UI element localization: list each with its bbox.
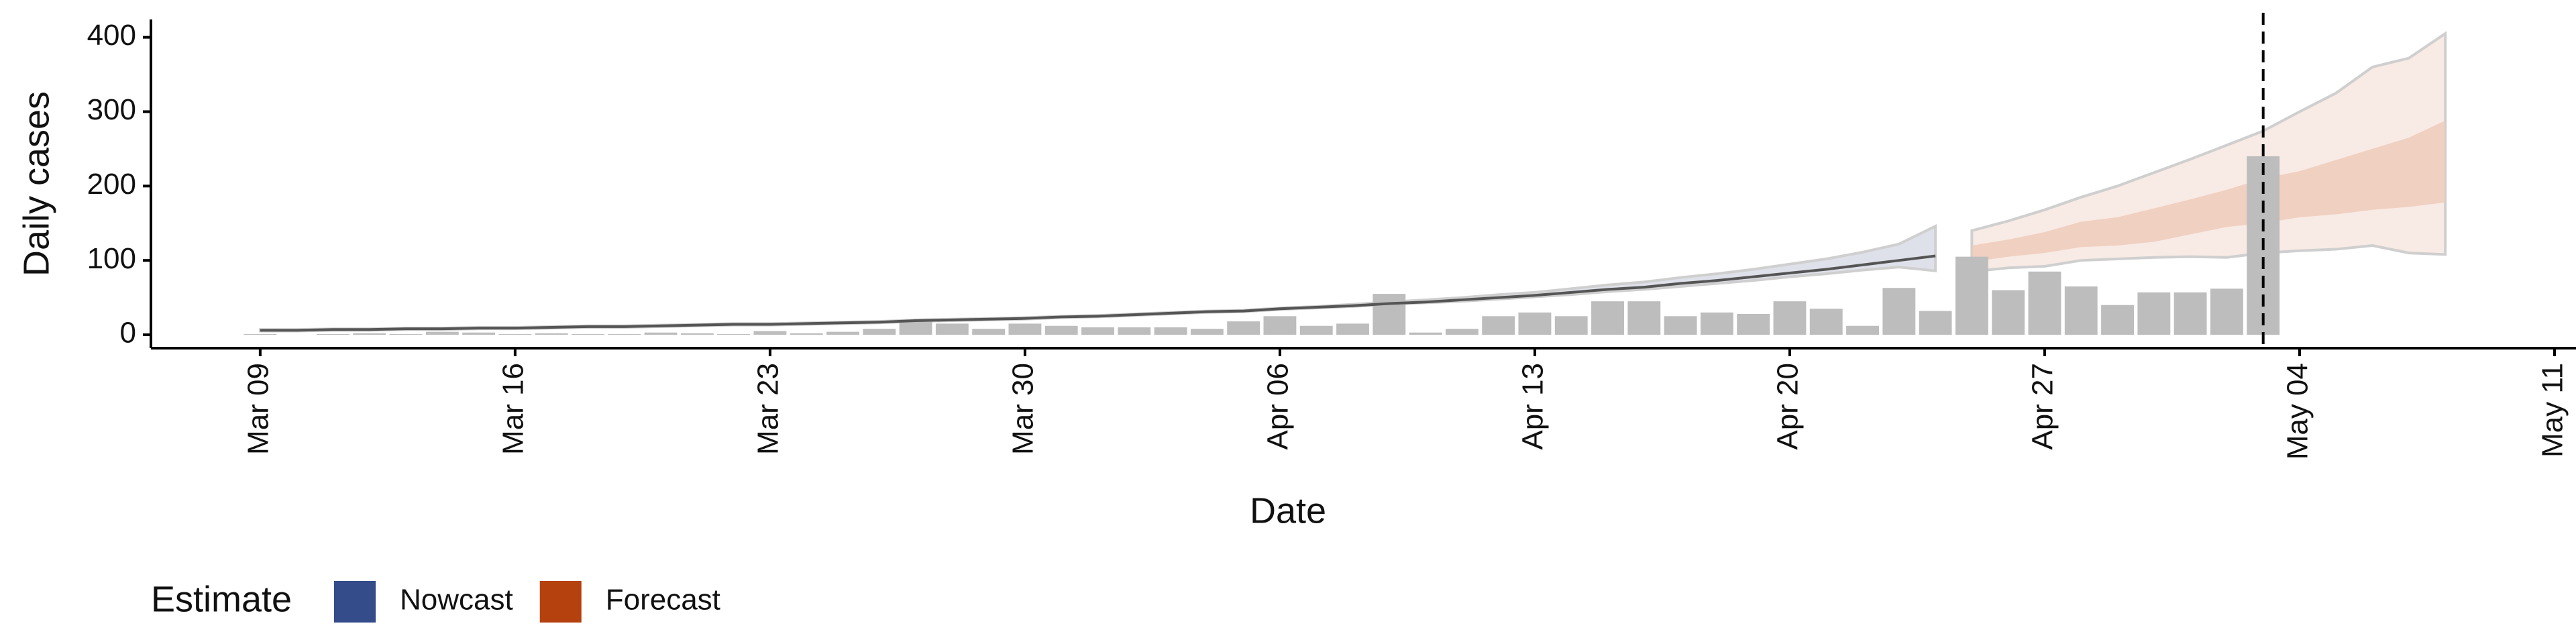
y-tick-label: 100: [87, 242, 136, 275]
bar: [1919, 311, 1952, 335]
bar: [608, 333, 641, 335]
bar: [1409, 332, 1442, 335]
bar: [717, 333, 751, 335]
bar: [972, 329, 1006, 335]
x-tick-label: Mar 23: [752, 363, 785, 455]
bar: [826, 331, 859, 335]
bar: [1482, 316, 1515, 335]
bar: [2174, 292, 2207, 335]
bar: [535, 333, 568, 335]
bar: [2064, 286, 2098, 335]
bar: [1554, 316, 1588, 335]
bar: [1664, 316, 1697, 335]
bar: [572, 333, 604, 335]
x-tick-label: May 11: [2536, 363, 2569, 458]
bar: [1809, 309, 1843, 335]
x-tick-label: May 04: [2282, 363, 2314, 460]
legend-swatch: [334, 581, 376, 623]
x-tick-label: Mar 16: [497, 363, 530, 455]
x-tick-label: Apr 27: [2027, 363, 2059, 450]
y-tick-label: 0: [120, 317, 136, 350]
bar: [2210, 288, 2243, 335]
bar: [1227, 321, 1260, 335]
bar: [244, 333, 277, 335]
bar: [680, 333, 714, 335]
bar: [1955, 256, 1988, 335]
bar: [899, 319, 932, 335]
x-tick-label: Apr 20: [1772, 363, 1805, 450]
bar: [1518, 312, 1552, 335]
bar: [1336, 323, 1369, 335]
band: [1972, 120, 2446, 262]
bar: [317, 333, 350, 335]
bar: [1591, 301, 1624, 335]
bar: [1081, 327, 1114, 335]
bar: [2101, 305, 2134, 335]
bar: [1299, 325, 1333, 335]
bar: [425, 331, 459, 335]
bar: [1445, 329, 1479, 335]
x-tick-label: Apr 13: [1517, 363, 1550, 450]
x-tick-label: Mar 30: [1007, 363, 1040, 455]
y-tick-label: 400: [87, 19, 136, 52]
bar: [753, 331, 787, 335]
y-tick-label: 300: [87, 93, 136, 126]
bar: [498, 333, 532, 335]
bar: [1118, 327, 1151, 335]
bar: [1700, 312, 1733, 335]
bar: [353, 333, 386, 335]
legend-label: Nowcast: [400, 584, 513, 616]
bar: [1627, 301, 1661, 335]
bar: [1008, 323, 1042, 335]
bar: [462, 332, 496, 335]
bar: [1154, 327, 1187, 335]
bar: [644, 332, 678, 335]
bar: [1044, 325, 1078, 335]
y-tick-label: 200: [87, 168, 136, 201]
bar: [2028, 271, 2061, 335]
x-axis-title: Date: [1250, 490, 1326, 531]
legend-title: Estimate: [151, 579, 292, 619]
bar: [1190, 329, 1224, 335]
legend-swatch: [539, 581, 582, 623]
bar: [1846, 325, 1879, 335]
bar: [1737, 314, 1770, 335]
x-tick-label: Mar 09: [241, 363, 274, 455]
y-axis-title: Daily cases: [16, 91, 56, 276]
bar: [1882, 288, 1916, 335]
bar: [1373, 294, 1406, 335]
bar: [935, 323, 969, 335]
bar: [2137, 292, 2171, 335]
bar: [790, 333, 823, 335]
bar: [863, 329, 896, 335]
bar: [1773, 301, 1807, 335]
bar: [1263, 316, 1297, 335]
bar: [1992, 290, 2025, 335]
x-tick-label: Apr 06: [1262, 363, 1295, 450]
bar: [389, 333, 423, 335]
median-line: [260, 254, 1936, 332]
legend-label: Forecast: [606, 584, 720, 616]
